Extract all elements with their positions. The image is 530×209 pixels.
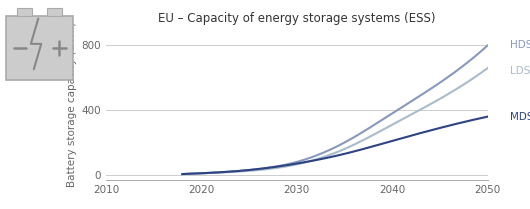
Text: HDS: HDS — [509, 40, 530, 50]
Bar — [17, 8, 32, 16]
Bar — [47, 8, 62, 16]
Text: MDS: MDS — [509, 112, 530, 122]
Bar — [6, 16, 73, 80]
Title: EU – Capacity of energy storage systems (ESS): EU – Capacity of energy storage systems … — [158, 12, 436, 25]
Text: LDS: LDS — [509, 66, 530, 76]
Y-axis label: Battery storage capacity (GWh): Battery storage capacity (GWh) — [67, 22, 77, 187]
